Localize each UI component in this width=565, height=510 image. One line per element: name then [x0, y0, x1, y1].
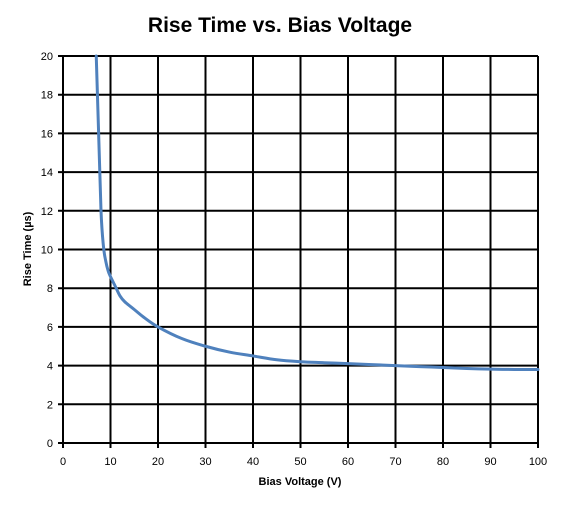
x-tick-label: 50 — [294, 456, 306, 468]
x-tick-label: 40 — [247, 456, 259, 468]
y-tick-label: 16 — [41, 128, 53, 140]
y-tick-label: 18 — [41, 90, 53, 102]
y-tick-label: 12 — [41, 206, 53, 218]
x-tick-label: 30 — [199, 456, 211, 468]
x-tick-label: 60 — [342, 456, 354, 468]
y-axis-ticks: 0 2 4 6 8 10 12 14 16 18 20 — [41, 51, 53, 450]
y-tick-label: 14 — [41, 167, 53, 179]
y-tick-label: 6 — [47, 322, 53, 334]
chart-title: Rise Time vs. Bias Voltage — [148, 14, 412, 37]
x-tick-label: 80 — [437, 456, 449, 468]
y-tick-label: 0 — [47, 438, 53, 450]
x-tick-label: 100 — [529, 456, 547, 468]
x-tick-label: 10 — [104, 456, 116, 468]
x-axis-title: Bias Voltage (V) — [259, 476, 342, 488]
x-tick-label: 70 — [389, 456, 401, 468]
x-tick-label: 0 — [60, 456, 66, 468]
series-layer — [94, 54, 540, 372]
y-tick-label: 20 — [41, 51, 53, 63]
series-line — [94, 54, 540, 372]
y-tick-label: 2 — [47, 399, 53, 411]
y-axis-title: Rise Time (µs) — [22, 211, 34, 286]
x-axis-ticks: 0 10 20 30 40 50 60 70 80 90 100 — [60, 456, 547, 468]
grid — [58, 55, 539, 448]
y-tick-label: 4 — [47, 361, 53, 373]
y-tick-label: 8 — [47, 283, 53, 295]
y-tick-label: 10 — [41, 245, 53, 257]
x-tick-label: 90 — [484, 456, 496, 468]
x-tick-label: 20 — [152, 456, 164, 468]
